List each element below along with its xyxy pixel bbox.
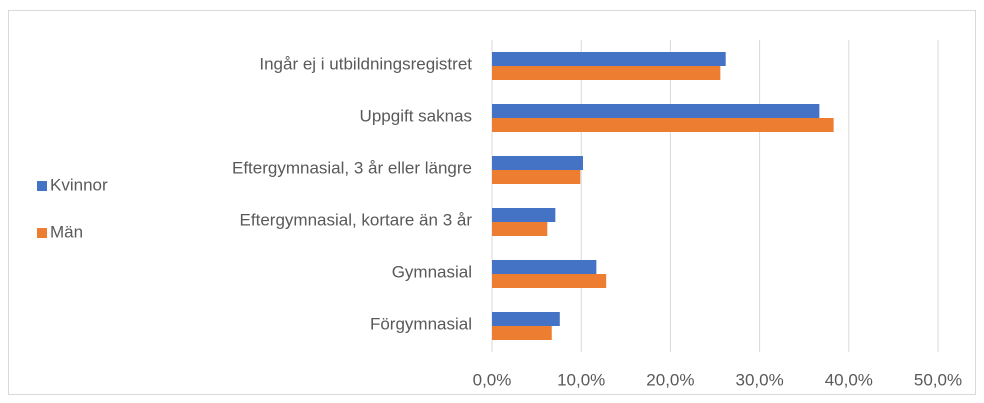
bar [492, 118, 834, 132]
bar [492, 274, 607, 288]
x-tick-label: 20,0% [646, 370, 694, 389]
bar [492, 156, 583, 170]
x-tick-label: 0,0% [473, 370, 512, 389]
y-tick-label: Gymnasial [392, 262, 472, 281]
y-tick-label: Uppgift saknas [360, 106, 472, 125]
x-tick-label: 30,0% [735, 370, 783, 389]
legend-label: Kvinnor [50, 175, 108, 194]
y-tick-label: Eftergymnasial, kortare än 3 år [240, 210, 473, 229]
legend-label: Män [50, 222, 83, 241]
bar [492, 222, 548, 236]
bar [492, 52, 726, 66]
x-tick-label: 10,0% [557, 370, 605, 389]
bar [492, 170, 581, 184]
bar [492, 260, 597, 274]
bar [492, 208, 556, 222]
y-tick-label: Förgymnasial [370, 314, 472, 333]
bar [492, 326, 552, 340]
bar [492, 66, 721, 80]
x-tick-label: 50,0% [914, 370, 962, 389]
y-tick-label: Ingår ej i utbildningsregistret [259, 54, 472, 73]
y-tick-label: Eftergymnasial, 3 år eller längre [232, 158, 472, 177]
x-tick-label: 40,0% [825, 370, 873, 389]
legend-swatch [37, 228, 47, 238]
bar [492, 104, 820, 118]
legend-swatch [37, 181, 47, 191]
bar [492, 312, 560, 326]
